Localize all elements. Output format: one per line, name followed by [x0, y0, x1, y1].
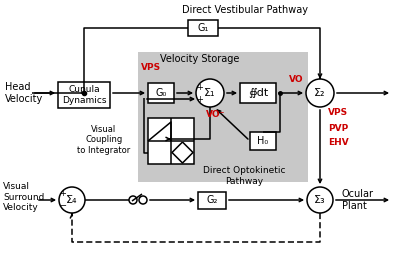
Text: VPS: VPS: [328, 108, 348, 117]
Bar: [198, 192, 226, 209]
Bar: [240, 83, 276, 103]
Text: Σ₃: Σ₃: [314, 195, 326, 205]
Text: Σ₁: Σ₁: [204, 88, 216, 98]
Text: Ocular
Plant: Ocular Plant: [342, 189, 374, 211]
Bar: [58, 82, 110, 108]
Text: +: +: [196, 94, 204, 103]
Text: VO⁻: VO⁻: [206, 110, 226, 119]
Bar: [148, 83, 174, 103]
Text: Velocity Storage: Velocity Storage: [160, 54, 240, 64]
Circle shape: [307, 187, 333, 213]
Circle shape: [129, 196, 137, 204]
Circle shape: [139, 196, 147, 204]
Text: Head
Velocity: Head Velocity: [5, 82, 43, 104]
Text: VPS: VPS: [141, 64, 161, 72]
Text: VO: VO: [289, 75, 303, 84]
Text: Σ₄: Σ₄: [66, 195, 78, 205]
Text: H₀: H₀: [257, 136, 269, 146]
Text: G₀: G₀: [155, 88, 167, 98]
Text: Direct Vestibular Pathway: Direct Vestibular Pathway: [182, 5, 308, 15]
Text: G₂: G₂: [206, 195, 218, 205]
Text: Visual
Coupling
to Integrator: Visual Coupling to Integrator: [77, 125, 131, 155]
Circle shape: [59, 187, 85, 213]
Text: +: +: [196, 83, 204, 91]
Text: −: −: [60, 201, 66, 211]
Text: Cupula
Dynamics: Cupula Dynamics: [62, 85, 106, 105]
Text: Visual
Surround
Velocity: Visual Surround Velocity: [3, 182, 44, 212]
Bar: [250, 132, 276, 150]
Text: Direct Optokinetic
Pathway: Direct Optokinetic Pathway: [203, 166, 285, 186]
Text: +: +: [60, 189, 66, 198]
Circle shape: [306, 79, 334, 107]
Text: EHV: EHV: [328, 138, 349, 147]
Text: G₁: G₁: [197, 23, 209, 33]
Bar: [148, 118, 194, 164]
Bar: [188, 20, 218, 36]
Text: PVP: PVP: [328, 124, 348, 133]
Text: ∯dt: ∯dt: [248, 88, 268, 98]
Bar: [138, 52, 308, 182]
Text: Σ₂: Σ₂: [314, 88, 326, 98]
Circle shape: [196, 79, 224, 107]
